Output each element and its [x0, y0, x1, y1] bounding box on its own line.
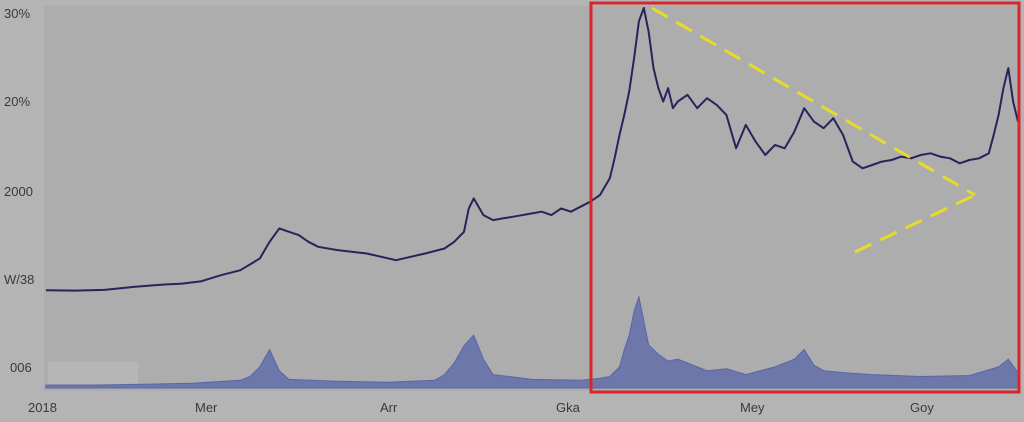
- plot-area: [44, 6, 1020, 391]
- price-line: [45, 7, 1019, 292]
- price-line-layer: [45, 7, 1019, 292]
- triangle-upper-line: [651, 6, 976, 197]
- x-tick-label: Goy: [910, 400, 934, 415]
- x-axis-tick-labels: 2018 Mer Arr Gka Mey Goy: [28, 400, 934, 415]
- x-tick-label: 2018: [28, 400, 57, 415]
- y-tick-label: 006: [10, 360, 32, 375]
- y-tick-label: 20%: [4, 94, 30, 109]
- y-tick-label: 2000: [4, 184, 33, 199]
- x-tick-label: Mey: [740, 400, 765, 415]
- x-tick-label: Mer: [195, 400, 218, 415]
- y-tick-label: W/38: [4, 272, 34, 287]
- y-axis-tick-labels: 30% 20% 2000 W/38 006: [4, 6, 34, 375]
- legend-placeholder: [48, 362, 138, 384]
- x-tick-label: Arr: [380, 400, 398, 415]
- x-tick-label: Gka: [556, 400, 581, 415]
- highlight-box: [589, 1, 1021, 394]
- y-tick-label: 30%: [4, 6, 30, 21]
- volume-bars-layer: [45, 294, 1019, 389]
- triangle-lower-line: [854, 193, 976, 254]
- volume-area: [45, 294, 1019, 389]
